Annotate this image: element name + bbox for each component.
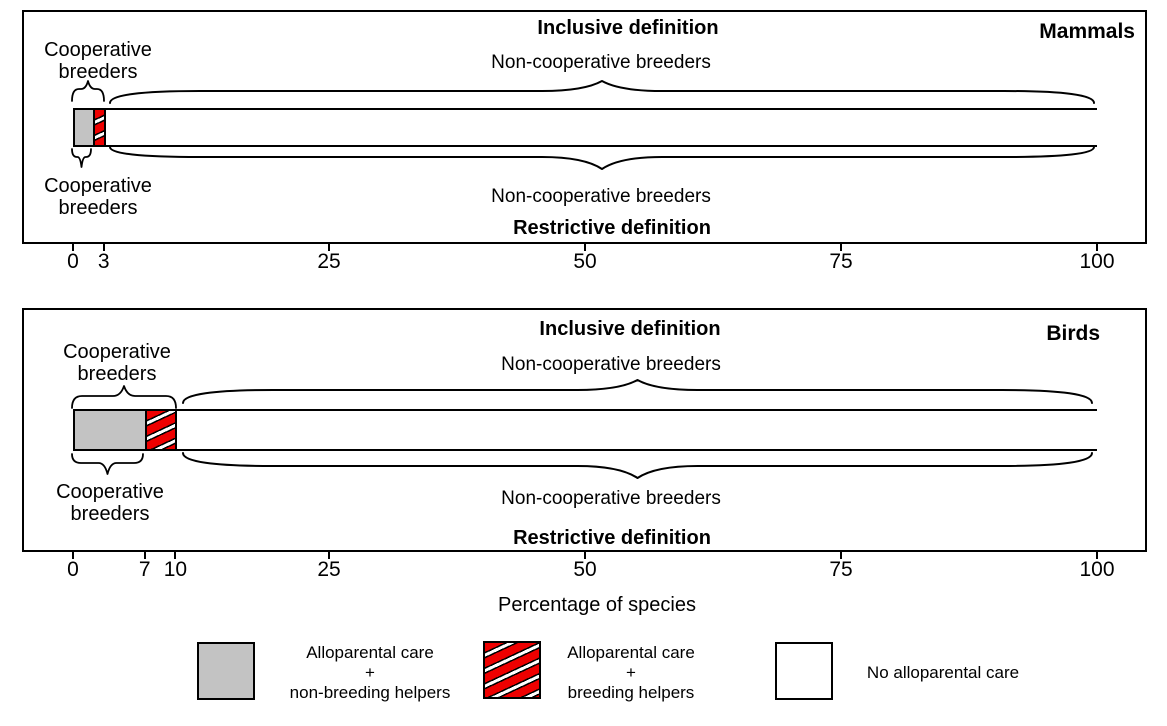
legend-label-nonbreeding-helpers: Alloparental care + non-breeding helpers xyxy=(289,643,451,702)
bar-mammals-segment-1 xyxy=(95,110,106,145)
axis-tick-label: 7 xyxy=(138,558,151,581)
axis-tick-label: 50 xyxy=(573,250,597,273)
bar-birds-segment-2 xyxy=(177,411,1099,449)
legend-label-no-alloparental-care: No alloparental care xyxy=(866,663,1020,682)
axis-tick xyxy=(328,552,330,559)
axis-tick xyxy=(328,244,330,251)
birds-non-cooperative-breeders-bottom-label: Non-cooperative breeders xyxy=(501,488,721,509)
legend-label-breeding-helpers: Alloparental care + breeding helpers xyxy=(567,643,695,702)
axis-tick-label: 0 xyxy=(67,250,79,273)
birds-inclusive-definition-label: Inclusive definition xyxy=(539,318,721,340)
axis-tick xyxy=(584,244,586,251)
axis-tick-label: 25 xyxy=(317,558,341,581)
legend-swatch-white xyxy=(775,642,833,700)
mammals-cooperative-breeders-bottom-label: Cooperative breeders xyxy=(44,175,152,219)
bar-birds-segment-0 xyxy=(75,411,147,449)
axis-tick-label: 3 xyxy=(97,250,110,273)
x-axis-title: Percentage of species xyxy=(498,594,696,616)
mammals-non-cooperative-breeders-bottom-label: Non-cooperative breeders xyxy=(491,186,711,207)
mammals-non-cooperative-breeders-top-label: Non-cooperative breeders xyxy=(491,52,711,73)
axis-tick xyxy=(72,552,74,559)
bar-birds-segment-1 xyxy=(146,411,178,449)
birds-non-cooperative-breeders-top-label: Non-cooperative breeders xyxy=(501,354,721,375)
mammals-restrictive-definition-label: Restrictive definition xyxy=(513,217,711,239)
birds-cooperative-breeders-top-label: Cooperative breeders xyxy=(63,341,171,385)
axis-tick-label: 100 xyxy=(1079,250,1115,273)
mammals-stacked-bar xyxy=(73,108,1099,147)
bar-mammals-segment-0 xyxy=(75,110,96,145)
birds-panel-title: Birds xyxy=(1046,322,1100,345)
axis-tick-label: 100 xyxy=(1079,558,1115,581)
axis-tick-label: 75 xyxy=(829,250,853,273)
birds-stacked-bar xyxy=(73,409,1099,451)
birds-restrictive-definition-label: Restrictive definition xyxy=(513,527,711,549)
axis-tick-label: 25 xyxy=(317,250,341,273)
axis-tick xyxy=(840,552,842,559)
axis-tick-label: 50 xyxy=(573,558,597,581)
axis-tick xyxy=(1096,244,1098,251)
axis-tick xyxy=(840,244,842,251)
axis-tick xyxy=(1096,552,1098,559)
axis-tick xyxy=(102,244,105,251)
bar-mammals-segment-2 xyxy=(105,110,1099,145)
mammals-panel-title: Mammals xyxy=(1039,20,1135,43)
axis-tick xyxy=(143,552,146,559)
mammals-cooperative-breeders-top-label: Cooperative breeders xyxy=(44,39,152,83)
legend-swatch-red-hatched xyxy=(483,641,541,699)
axis-tick-label: 10 xyxy=(163,558,188,581)
axis-tick xyxy=(584,552,586,559)
legend-swatch-gray-solid xyxy=(197,642,255,700)
axis-tick-label: 0 xyxy=(67,558,79,581)
axis-tick xyxy=(72,244,74,251)
mammals-inclusive-definition-label: Inclusive definition xyxy=(537,17,719,39)
axis-tick-label: 75 xyxy=(829,558,853,581)
birds-cooperative-breeders-bottom-label: Cooperative breeders xyxy=(56,481,164,525)
axis-tick xyxy=(174,552,177,559)
